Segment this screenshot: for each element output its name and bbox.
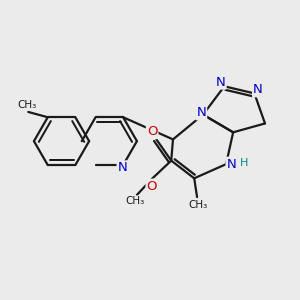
- Text: CH₃: CH₃: [17, 100, 36, 110]
- Text: N: N: [216, 76, 226, 88]
- Text: CH₃: CH₃: [125, 196, 145, 206]
- Text: N: N: [118, 161, 127, 174]
- Text: N: N: [196, 106, 206, 119]
- Text: O: O: [147, 125, 158, 138]
- Text: CH₃: CH₃: [188, 200, 207, 210]
- Text: H: H: [240, 158, 249, 168]
- Text: O: O: [146, 180, 157, 193]
- Text: N: N: [253, 83, 263, 96]
- Text: N: N: [226, 158, 236, 171]
